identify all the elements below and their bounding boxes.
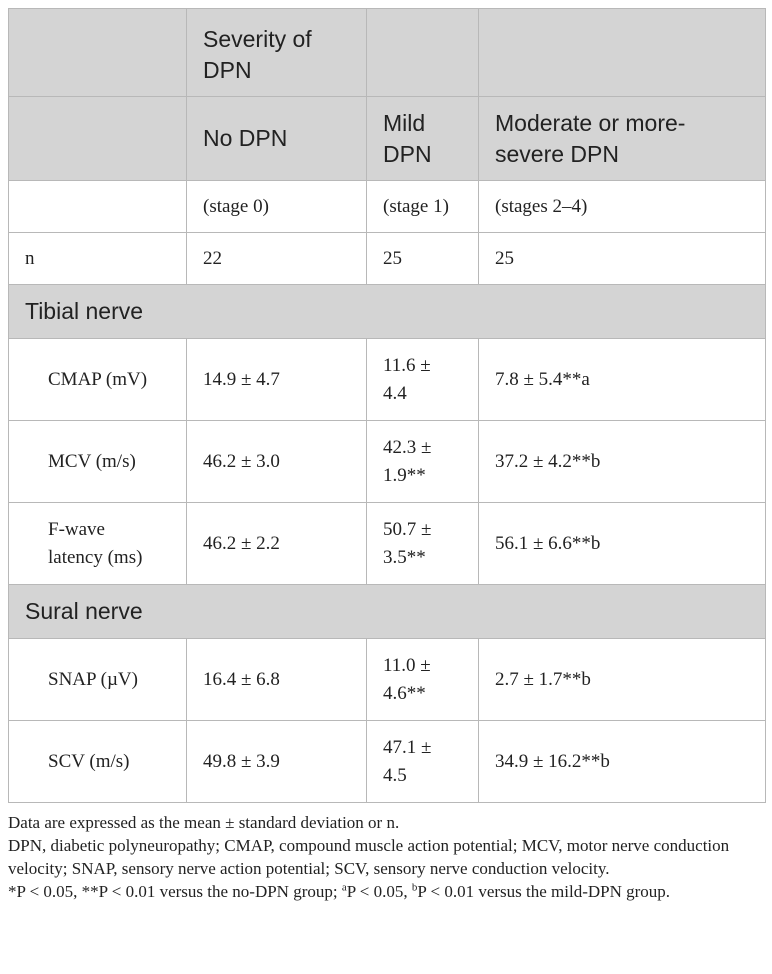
cell-no-dpn: 14.9 ± 4.7	[186, 338, 367, 421]
footnote-abbreviations: DPN, diabetic polyneuropathy; CMAP, comp…	[8, 836, 730, 878]
cell-no-dpn: 49.8 ± 3.9	[186, 720, 367, 803]
cell-moderate: 34.9 ± 16.2**b	[478, 720, 766, 803]
header-moderate-dpn: Moderate or more-severe DPN	[478, 96, 766, 181]
row-label-snap: SNAP (µV)	[8, 638, 187, 721]
n-mild: 25	[366, 232, 479, 285]
row-label-fwave: F-wave latency (ms)	[8, 502, 187, 585]
stage-empty	[8, 180, 187, 233]
footnote-sig-part-3: P < 0.01 versus the mild-DPN group.	[417, 882, 671, 901]
row-label-scv: SCV (m/s)	[8, 720, 187, 803]
header-empty-1	[8, 8, 187, 97]
footnote-sig-part-1: *P < 0.05, **P < 0.01 versus the no-DPN …	[8, 882, 342, 901]
header-row-severity: Severity of DPN	[8, 8, 766, 97]
header-mild-dpn: Mild DPN	[366, 96, 479, 181]
cell-mild: 50.7 ± 3.5**	[366, 502, 479, 585]
cell-moderate: 7.8 ± 5.4**a	[478, 338, 766, 421]
n-no-dpn: 22	[186, 232, 367, 285]
table-row: CMAP (mV) 14.9 ± 4.7 11.6 ± 4.4 7.8 ± 5.…	[8, 338, 766, 421]
footnote-sup-b: b	[411, 881, 418, 894]
cell-moderate: 37.2 ± 4.2**b	[478, 420, 766, 503]
table-footnotes: Data are expressed as the mean ± standar…	[8, 811, 765, 903]
cell-no-dpn: 46.2 ± 3.0	[186, 420, 367, 503]
table-row: MCV (m/s) 46.2 ± 3.0 42.3 ± 1.9** 37.2 ±…	[8, 420, 766, 503]
footnote-sup-a: a	[341, 881, 347, 894]
section-title-sural: Sural nerve	[8, 584, 766, 639]
section-row-sural: Sural nerve	[8, 584, 766, 639]
header-empty-5	[8, 96, 187, 181]
stages-row: (stage 0) (stage 1) (stages 2–4)	[8, 180, 766, 233]
row-label-mcv: MCV (m/s)	[8, 420, 187, 503]
cell-mild: 42.3 ± 1.9**	[366, 420, 479, 503]
cell-mild: 47.1 ± 4.5	[366, 720, 479, 803]
cell-mild: 11.0 ± 4.6**	[366, 638, 479, 721]
dpn-table: Severity of DPN No DPN Mild DPN Moderate…	[8, 8, 766, 803]
section-title-tibial: Tibial nerve	[8, 284, 766, 339]
footnote-sig-part-2: P < 0.05,	[346, 882, 412, 901]
header-severity-of-dpn: Severity of DPN	[186, 8, 367, 97]
stage-no-dpn: (stage 0)	[186, 180, 367, 233]
header-no-dpn: No DPN	[186, 96, 367, 181]
table-row: SCV (m/s) 49.8 ± 3.9 47.1 ± 4.5 34.9 ± 1…	[8, 720, 766, 803]
n-moderate: 25	[478, 232, 766, 285]
row-label-cmap: CMAP (mV)	[8, 338, 187, 421]
n-row: n 22 25 25	[8, 232, 766, 285]
table-row: F-wave latency (ms) 46.2 ± 2.2 50.7 ± 3.…	[8, 502, 766, 585]
footnote-significance: *P < 0.05, **P < 0.01 versus the no-DPN …	[8, 880, 765, 903]
section-row-tibial: Tibial nerve	[8, 284, 766, 339]
cell-mild: 11.6 ± 4.4	[366, 338, 479, 421]
stage-moderate: (stages 2–4)	[478, 180, 766, 233]
n-label: n	[8, 232, 187, 285]
table-container: Severity of DPN No DPN Mild DPN Moderate…	[8, 8, 766, 903]
cell-moderate: 56.1 ± 6.6**b	[478, 502, 766, 585]
cell-no-dpn: 16.4 ± 6.8	[186, 638, 367, 721]
header-empty-4	[478, 8, 766, 97]
table-row: SNAP (µV) 16.4 ± 6.8 11.0 ± 4.6** 2.7 ± …	[8, 638, 766, 721]
header-row-groups: No DPN Mild DPN Moderate or more-severe …	[8, 96, 766, 181]
cell-moderate: 2.7 ± 1.7**b	[478, 638, 766, 721]
stage-mild: (stage 1)	[366, 180, 479, 233]
cell-no-dpn: 46.2 ± 2.2	[186, 502, 367, 585]
footnote-data-expression: Data are expressed as the mean ± standar…	[8, 813, 400, 832]
header-empty-3	[366, 8, 479, 97]
